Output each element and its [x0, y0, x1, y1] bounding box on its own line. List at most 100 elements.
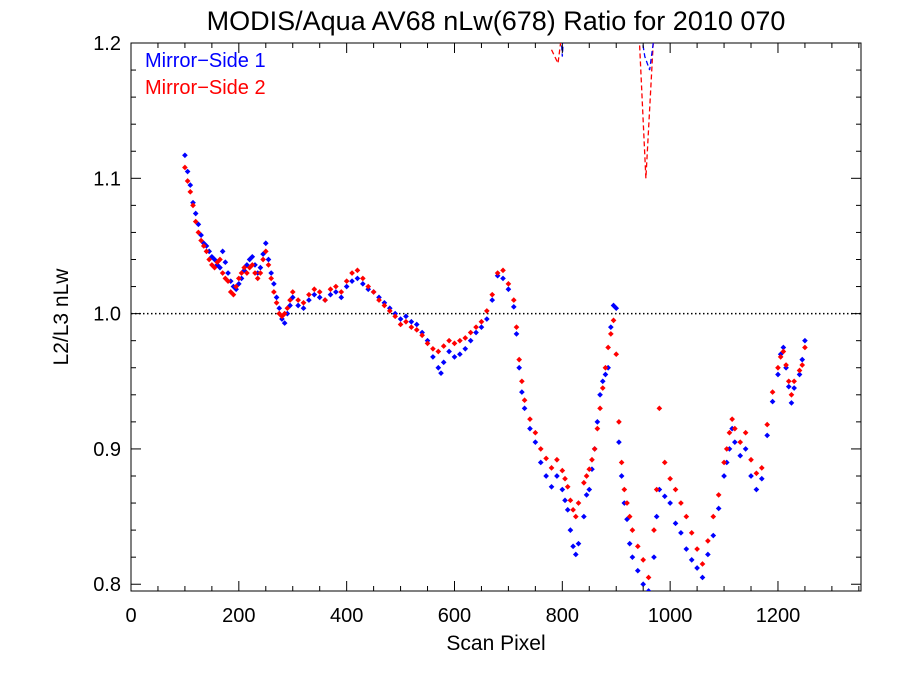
data-point-ms1	[583, 492, 590, 498]
data-point-ms2	[268, 275, 275, 282]
data-point-ms2	[610, 317, 617, 324]
data-point-ms1	[618, 473, 625, 479]
data-point-ms1	[705, 551, 711, 558]
data-point-ms1	[182, 152, 188, 159]
data-point-ms2	[457, 337, 463, 344]
data-point-ms2	[484, 308, 490, 314]
data-point-ms2	[597, 405, 603, 412]
data-point-ms2	[608, 331, 614, 337]
data-point-ms2	[613, 351, 620, 358]
dashed-trace	[641, 43, 654, 71]
data-point-ms2	[316, 289, 323, 295]
data-point-ms2	[527, 416, 533, 422]
data-point-ms1	[543, 473, 549, 479]
legend-mirror-side-2: Mirror−Side 2	[145, 77, 266, 99]
data-point-ms2	[532, 429, 539, 436]
data-point-ms2	[397, 321, 404, 328]
data-point-ms1	[737, 452, 744, 459]
data-point-ms2	[505, 281, 512, 287]
data-point-ms2	[791, 378, 797, 385]
data-point-ms2	[567, 497, 574, 504]
data-point-ms1	[788, 400, 795, 406]
data-point-ms2	[343, 278, 350, 284]
data-point-ms1	[586, 486, 593, 493]
data-point-ms2	[370, 289, 377, 295]
data-point-ms1	[527, 425, 533, 432]
dashed-traces-layer	[550, 43, 654, 179]
data-point-ms2	[306, 291, 312, 298]
data-point-ms2	[435, 348, 442, 355]
data-point-ms2	[678, 500, 684, 506]
data-point-ms1	[273, 294, 280, 301]
plot-frame	[130, 42, 862, 592]
data-point-ms1	[721, 473, 727, 479]
data-point-ms2	[589, 456, 595, 463]
data-point-ms1	[484, 316, 490, 322]
data-point-ms2	[775, 364, 781, 371]
data-point-ms1	[187, 182, 194, 188]
data-point-ms1	[513, 331, 520, 337]
data-point-ms2	[300, 299, 307, 306]
data-point-ms2	[403, 318, 409, 325]
y-tick-label: 1.2	[93, 33, 121, 55]
data-point-ms1	[626, 540, 633, 547]
data-point-ms2	[554, 456, 560, 463]
x-tick-label: 200	[222, 605, 255, 627]
data-point-ms2	[289, 289, 296, 295]
data-point-ms2	[510, 297, 517, 303]
data-point-ms1	[564, 506, 571, 513]
data-point-ms2	[281, 310, 288, 317]
data-point-ms2	[360, 275, 366, 282]
data-point-ms2	[802, 344, 808, 351]
data-point-ms2	[651, 527, 657, 533]
data-point-ms1	[748, 473, 754, 479]
data-point-ms1	[769, 398, 776, 405]
data-point-ms1	[742, 446, 749, 452]
dashed-trace	[560, 43, 564, 57]
data-point-ms1	[281, 320, 288, 326]
data-point-ms2	[462, 335, 469, 341]
data-point-ms1	[430, 354, 436, 360]
y-tick-label: 1.1	[93, 168, 121, 190]
data-point-ms2	[244, 270, 250, 276]
data-point-ms1	[613, 305, 620, 312]
data-point-ms2	[758, 465, 765, 471]
data-point-ms2	[788, 391, 795, 398]
data-point-ms1	[500, 275, 506, 282]
data-point-ms2	[365, 283, 372, 290]
data-point-ms2	[489, 291, 496, 298]
data-point-ms1	[478, 324, 485, 330]
data-point-ms1	[554, 473, 560, 479]
data-point-ms2	[564, 483, 571, 490]
data-point-ms2	[721, 459, 727, 466]
data-point-ms1	[257, 264, 264, 271]
data-point-ms1	[473, 329, 479, 336]
x-axis-label: Scan Pixel	[446, 632, 545, 655]
data-point-ms1	[599, 378, 606, 385]
data-point-ms1	[575, 540, 582, 547]
data-point-ms2	[381, 302, 388, 309]
data-point-ms1	[732, 439, 738, 445]
data-point-ms1	[791, 385, 797, 391]
data-point-ms1	[753, 486, 760, 493]
data-point-ms1	[276, 305, 283, 312]
data-point-ms2	[764, 421, 771, 428]
data-point-ms2	[656, 405, 663, 412]
data-point-ms1	[192, 210, 199, 217]
data-point-ms1	[602, 371, 609, 378]
data-point-ms1	[219, 248, 226, 255]
data-point-ms2	[562, 475, 568, 482]
data-point-ms2	[783, 362, 789, 368]
data-point-ms2	[640, 557, 647, 563]
data-point-ms2	[206, 256, 213, 263]
data-point-ms2	[624, 500, 630, 506]
data-point-ms1	[403, 313, 409, 320]
data-point-ms2	[478, 318, 485, 325]
data-point-ms1	[333, 289, 339, 295]
axis-ticks-layer: 0 200 400 600 800 1000 1200 0.8 0.9 1.0 1.1 1.2	[93, 33, 861, 627]
data-point-ms2	[634, 543, 641, 550]
data-point-ms2	[249, 262, 256, 268]
x-tick-label: 400	[330, 605, 363, 627]
data-point-ms2	[271, 289, 277, 295]
dashed-trace	[638, 43, 654, 179]
